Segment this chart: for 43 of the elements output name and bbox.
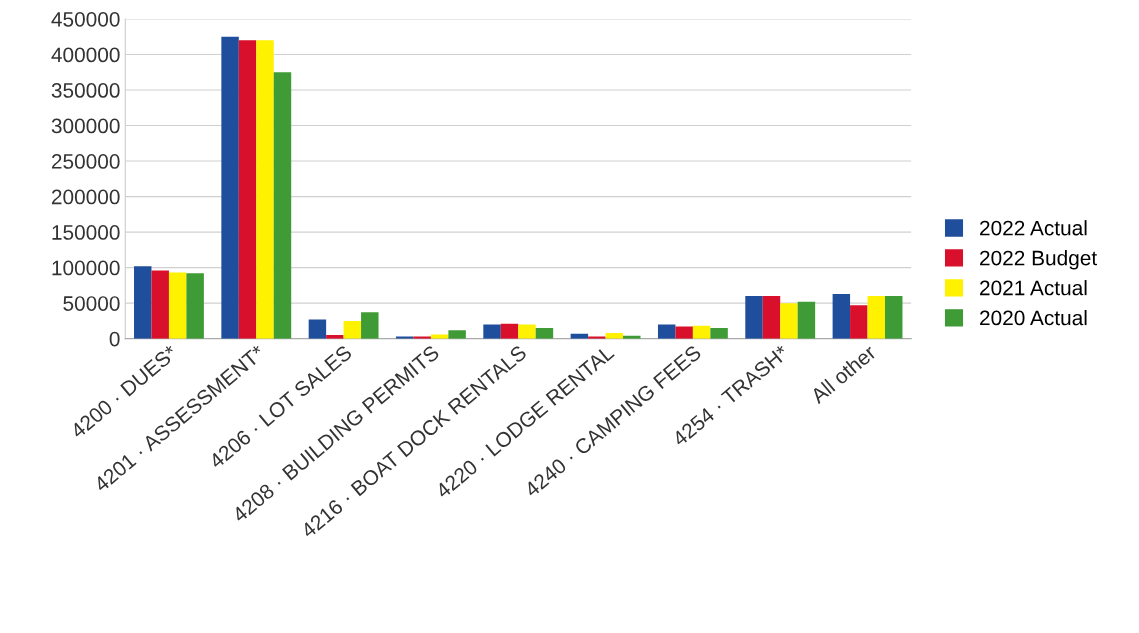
bar	[238, 40, 257, 339]
legend-label: 2022 Budget	[980, 250, 1098, 270]
bar	[361, 312, 379, 339]
bar	[692, 325, 711, 339]
bar	[675, 326, 693, 339]
y-tick-label: 250000	[51, 154, 120, 169]
bar	[343, 320, 362, 339]
bar	[762, 296, 781, 339]
bar	[430, 334, 449, 339]
y-tick-label: 0	[109, 331, 120, 347]
y-tick-label: 150000	[52, 225, 120, 240]
bar	[535, 328, 554, 339]
bar	[885, 296, 903, 339]
bar	[867, 296, 885, 339]
bar	[745, 296, 763, 339]
bar	[657, 324, 676, 339]
bar	[710, 328, 728, 339]
y-tick-label: 100000	[52, 260, 120, 276]
bar	[256, 40, 274, 339]
bar	[832, 293, 851, 339]
legend-label: 2022 Actual	[980, 220, 1087, 236]
bar	[186, 273, 204, 339]
bar	[448, 330, 466, 339]
legend-label: 2020 Actual	[980, 309, 1087, 326]
bar	[221, 36, 239, 339]
bar	[273, 72, 292, 339]
bar	[518, 324, 536, 339]
y-tick-label: 400000	[51, 47, 120, 63]
bar	[134, 266, 152, 339]
bar	[308, 319, 327, 339]
bar	[500, 323, 519, 339]
bar	[483, 324, 501, 339]
bar	[797, 301, 816, 339]
bar	[780, 303, 798, 339]
y-tick-label: 200000	[51, 189, 120, 205]
legend-label: 2021 Actual	[980, 280, 1087, 296]
y-tick-label: 50000	[63, 296, 120, 311]
y-tick-label: 300000	[51, 118, 120, 134]
y-tick-label: 350000	[51, 83, 120, 98]
bar	[151, 270, 169, 339]
bar	[850, 305, 868, 339]
bar	[168, 272, 187, 339]
y-tick-label: 450000	[51, 11, 120, 27]
